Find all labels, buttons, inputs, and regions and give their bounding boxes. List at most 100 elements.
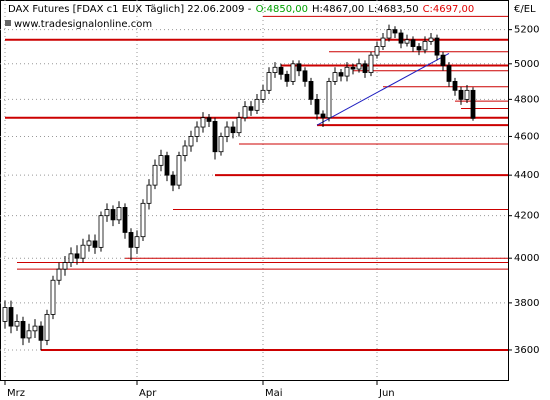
candle-body (380, 37, 386, 47)
candle-body (392, 29, 398, 34)
candle-body (50, 279, 56, 315)
header-instrument: DAX Futures [FDAX c1 EUX Täglich] 22.06.… (8, 4, 252, 15)
x-tick-label: Jun (378, 388, 395, 399)
candle-body (104, 209, 110, 217)
x-tick-label: Mrz (7, 388, 25, 399)
y-tick-label: 5000 (514, 59, 539, 70)
candle-body (404, 39, 410, 44)
candle-body (272, 66, 278, 73)
candle-body (362, 63, 368, 73)
candle-body (62, 262, 68, 270)
candle-body (200, 117, 206, 128)
y-tick-label: 3600 (514, 345, 539, 356)
candle-body (128, 232, 134, 248)
candle-body (56, 268, 62, 281)
y-tick-label: 4600 (514, 131, 539, 142)
candle-body (326, 81, 332, 119)
x-tick-label: Apr (139, 388, 157, 399)
candle-body (176, 155, 182, 186)
candle-body (26, 330, 32, 339)
candle-body (146, 184, 152, 204)
candle-body (398, 32, 404, 44)
candle-body (8, 307, 14, 327)
candle-body (122, 207, 128, 233)
candle-body (2, 307, 8, 322)
candle-body (386, 29, 392, 39)
candle-body (92, 240, 98, 248)
candle-body (434, 37, 440, 56)
header-open: O:4850,00 (256, 4, 308, 15)
candle-body (440, 54, 446, 66)
candle-body (416, 46, 422, 51)
unit-label: €/EL (514, 4, 536, 15)
candle-body (170, 174, 176, 186)
candle-body (470, 89, 476, 119)
candle-body (350, 66, 356, 70)
candle-body (134, 236, 140, 248)
candle-body (110, 209, 116, 221)
candle-body (188, 136, 194, 147)
candle-body (224, 126, 230, 137)
candle-body (284, 73, 290, 82)
candle-body (452, 81, 458, 91)
candle-body (152, 164, 158, 186)
candle-body (338, 72, 344, 77)
candle-body (332, 72, 338, 82)
candle-body (38, 325, 44, 341)
candle-body (116, 207, 122, 221)
candle-body (446, 65, 452, 82)
header: DAX Futures [FDAX c1 EUX Täglich] 22.06.… (8, 4, 474, 15)
x-tick-label: Mai (265, 388, 283, 399)
candle-body (164, 155, 170, 176)
candle-body (344, 66, 350, 77)
y-tick-label: 4800 (514, 94, 539, 105)
candle-body (266, 72, 272, 91)
candle-body (242, 106, 248, 119)
y-tick-label: 4200 (514, 211, 539, 222)
header-close: C:4697,00 (423, 4, 475, 15)
candle-body (212, 121, 218, 153)
candle-body (140, 202, 146, 238)
y-tick-label: 5200 (514, 25, 539, 36)
candle-body (32, 325, 38, 332)
candle-body (86, 240, 92, 246)
candle-body (194, 126, 200, 137)
candle-body (368, 54, 374, 73)
candle-body (356, 63, 362, 70)
candle-body (254, 98, 260, 111)
candle-body (68, 253, 74, 263)
candle-body (236, 117, 242, 134)
watermark-icon (5, 20, 11, 26)
trend-line (316, 52, 450, 126)
candle-body (428, 37, 434, 42)
candle-body (218, 136, 224, 153)
candle-body (320, 113, 326, 119)
candle-body (374, 46, 380, 56)
candle-body (80, 244, 86, 259)
candle-body (98, 215, 104, 248)
header-high: H:4867,00 (312, 4, 364, 15)
candle-body (278, 66, 284, 75)
candle-body (14, 321, 20, 327)
candle-body (230, 126, 236, 134)
candle-body (74, 253, 80, 259)
candle-body (314, 98, 320, 115)
candle-body (296, 63, 302, 72)
candle-body (260, 89, 266, 100)
plot-frame (0, 0, 509, 381)
candle-body (308, 81, 314, 100)
candle-body (302, 70, 308, 82)
candle-body (422, 41, 428, 51)
y-tick-label: 3800 (514, 298, 539, 309)
watermark: www.tradesignalonline.com (14, 19, 152, 30)
candle-body (158, 155, 164, 166)
candle-body (410, 39, 416, 47)
candle-body (290, 63, 296, 82)
candle-body (248, 106, 254, 111)
candle-body (182, 145, 188, 156)
candle-body (44, 314, 50, 341)
candle-body (464, 89, 470, 100)
y-tick-label: 4400 (514, 170, 539, 181)
header-low: L:4683,50 (368, 4, 418, 15)
